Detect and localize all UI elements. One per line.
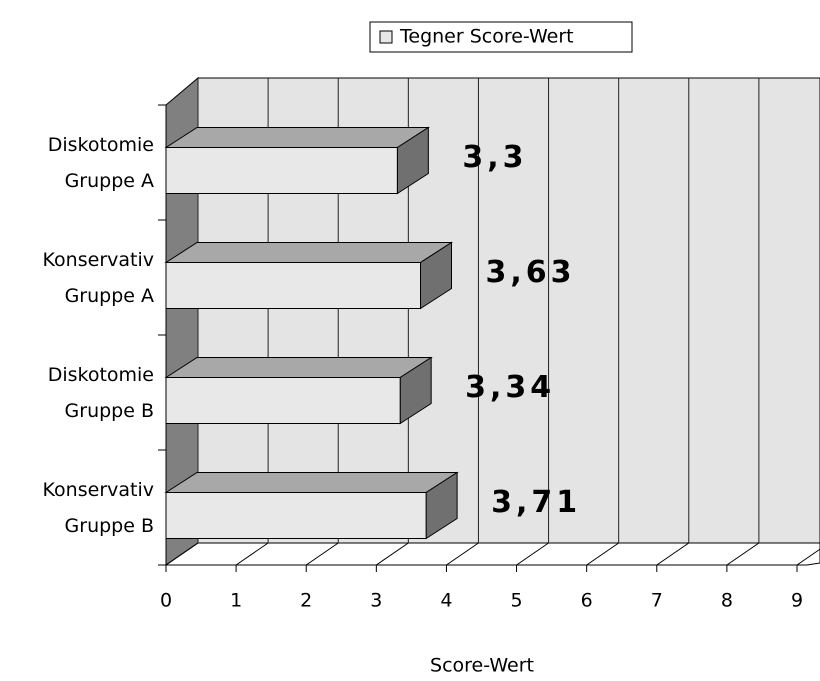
floor-line xyxy=(656,542,690,566)
x-tick-label: 9 xyxy=(791,590,803,612)
x-tick-label: 5 xyxy=(511,590,523,612)
y-tick-label: Konservativ xyxy=(43,249,154,271)
legend-label: Tegner Score-Wert xyxy=(399,26,574,48)
bar-top xyxy=(164,357,433,378)
x-tick-label: 4 xyxy=(440,590,452,612)
floor-line xyxy=(726,542,760,566)
value-label: 3,34 xyxy=(465,370,555,405)
x-tick-label: 7 xyxy=(651,590,663,612)
floor-line xyxy=(305,542,339,566)
floor-line xyxy=(586,542,619,566)
y-tick-label: Gruppe A xyxy=(65,170,154,192)
x-tick-label: 2 xyxy=(300,590,312,612)
x-tick-label: 3 xyxy=(370,590,382,612)
y-tick-label: Diskotomie xyxy=(48,134,154,156)
floor-line xyxy=(516,542,549,566)
floor-line xyxy=(446,542,479,566)
bar xyxy=(165,147,398,194)
y-tick-label: Gruppe B xyxy=(65,515,154,537)
legend-box xyxy=(369,21,633,53)
floor-line xyxy=(796,548,820,566)
y-tick-label: Konservativ xyxy=(43,479,154,501)
value-label: 3,63 xyxy=(486,255,576,290)
x-tick-label: 0 xyxy=(160,590,172,612)
bar xyxy=(165,262,422,309)
value-label: 3,3 xyxy=(462,140,527,175)
legend-swatch xyxy=(379,30,393,44)
bar-top xyxy=(164,127,431,148)
bar-top xyxy=(164,242,454,263)
value-label: 3,71 xyxy=(491,485,581,520)
x-tick-label: 6 xyxy=(581,590,593,612)
x-axis-title: Score-Wert xyxy=(430,655,534,677)
bar-top xyxy=(164,472,459,493)
x-tick-label: 8 xyxy=(721,590,733,612)
x-tick-label: 1 xyxy=(230,590,242,612)
bar xyxy=(165,492,427,539)
y-tick-label: Diskotomie xyxy=(48,364,154,386)
bar xyxy=(165,377,401,424)
y-tick-label: Gruppe B xyxy=(65,400,154,422)
floor-line xyxy=(165,542,199,566)
floor-line xyxy=(235,542,269,566)
y-tick-label: Gruppe A xyxy=(65,285,154,307)
floor-line xyxy=(376,542,409,566)
